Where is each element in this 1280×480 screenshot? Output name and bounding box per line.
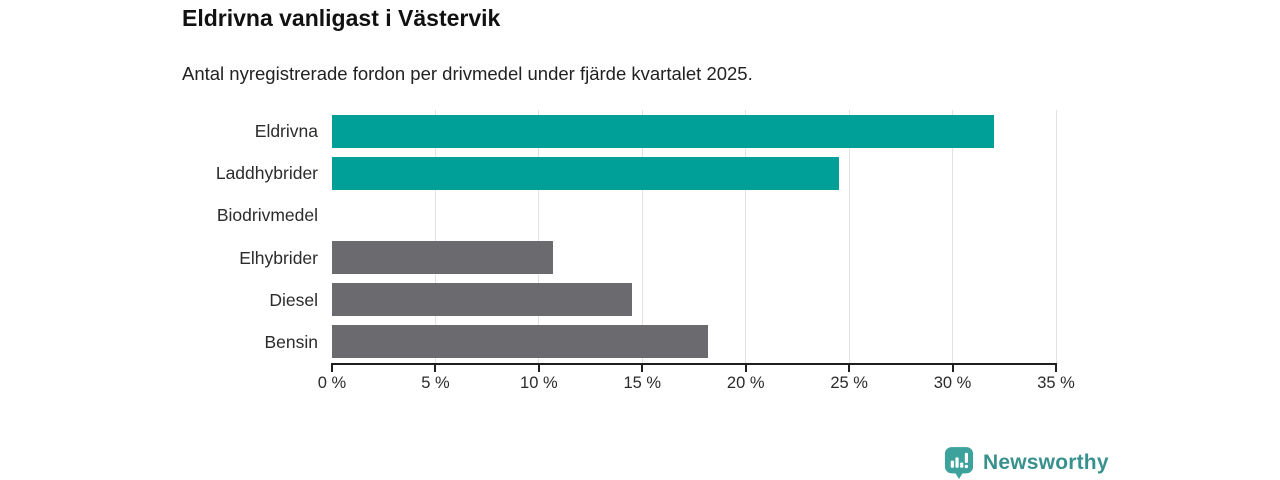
- category-label-biodrivmedel: Biodrivmedel: [216, 205, 318, 226]
- bar-bensin: [332, 325, 709, 359]
- x-axis-tick-label: 10 %: [520, 374, 558, 392]
- x-axis-tick-label: 0 %: [317, 374, 347, 392]
- x-axis-tick-label: 20 %: [726, 374, 765, 392]
- bar-eldrivna: [332, 114, 994, 148]
- bar-chart-plot-area: 0 % 5 % 10 % 15 % 20 % 25 % 30 % 35 % Eldrivna La…: [216, 110, 1075, 392]
- x-axis-line: [331, 363, 1057, 365]
- x-axis-tick-20: [744, 365, 747, 372]
- x-axis-tick-label: 25 %: [830, 374, 868, 392]
- x-axis-tick-25: [848, 365, 851, 372]
- chart-title: Eldrivna vanligast i Västervik: [182, 5, 501, 31]
- gridline-10: [538, 110, 540, 363]
- x-axis-tick-30: [951, 365, 954, 372]
- newsworthy-wordmark: Newsworthy: [983, 451, 1109, 474]
- x-axis-tick-0: [331, 365, 333, 372]
- gridline-25: [848, 110, 850, 363]
- x-axis-tick-15: [641, 365, 644, 372]
- x-axis-tick-35: [1055, 365, 1057, 372]
- bar-diesel: [332, 283, 632, 317]
- chart-subtitle: Antal nyregistrerade fordon per drivmede…: [182, 63, 753, 84]
- category-label-diesel: Diesel: [269, 289, 318, 310]
- bar-laddhybrider: [332, 156, 839, 190]
- x-axis-tick-5: [434, 365, 437, 372]
- bar-elhybrider: [332, 241, 554, 275]
- x-axis-tick-10: [537, 365, 540, 372]
- x-axis-tick-label: 30 %: [933, 374, 972, 392]
- gridline-5: [434, 110, 436, 363]
- category-label-eldrivna: Eldrivna: [254, 121, 318, 141]
- newsworthy-icon: [944, 446, 974, 480]
- x-axis-tick-label: 15 %: [623, 374, 662, 392]
- x-axis-tick-label: 5 %: [421, 374, 450, 392]
- gridline-35: [1055, 110, 1057, 363]
- gridline-30: [952, 110, 954, 363]
- x-axis-tick-label: 35 %: [1037, 374, 1075, 392]
- category-label-laddhybrider: Laddhybrider: [215, 163, 318, 184]
- gridline-20: [745, 110, 747, 363]
- newsworthy-logo: Newsworthy: [944, 446, 1109, 480]
- gridline-15: [641, 110, 643, 363]
- category-label-elhybrider: Elhybrider: [239, 247, 318, 268]
- category-label-bensin: Bensin: [264, 331, 318, 352]
